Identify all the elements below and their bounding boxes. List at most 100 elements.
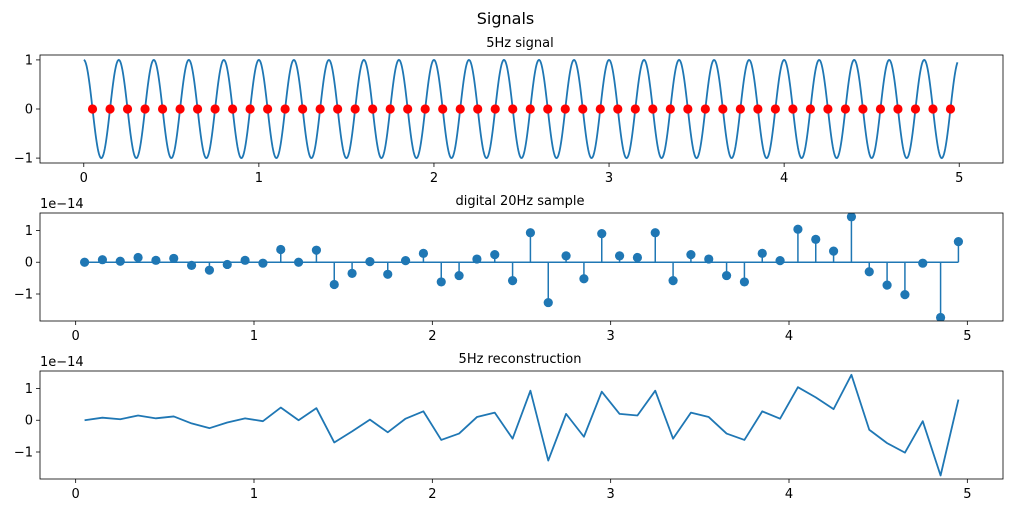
sample-point — [630, 104, 640, 114]
plot-area — [83, 58, 959, 160]
stem-marker — [686, 250, 696, 260]
stem-marker — [632, 252, 643, 263]
sample-point — [858, 104, 868, 114]
stem-marker — [650, 228, 660, 238]
stem-marker — [704, 254, 714, 264]
stem-marker — [365, 257, 375, 267]
stem-marker — [775, 256, 785, 266]
panel-digital-sample: digital 20Hz sample 1e−14 0 1 2 3 4 5 −1 0 1 — [14, 194, 1004, 344]
x-tick-label: 3 — [607, 487, 615, 502]
sample-point — [263, 104, 273, 114]
panel-5hz-signal: 5Hz signal 0 1 2 3 4 5 −1 0 1 — [14, 36, 1004, 186]
figure-suptitle: Signals — [477, 9, 534, 28]
stem-marker — [454, 270, 464, 281]
stem-marker — [329, 279, 339, 290]
sample-point — [455, 104, 465, 114]
sample-point — [770, 104, 780, 114]
stem-marker — [561, 251, 571, 261]
y-tick-label: 1 — [25, 382, 33, 397]
stem-marker — [97, 255, 108, 265]
stem-marker — [828, 246, 839, 256]
stem-marker — [721, 270, 732, 281]
sample-point — [823, 104, 833, 114]
reconstruction-line — [84, 373, 960, 477]
y-tick-label: 0 — [25, 256, 33, 271]
stem-marker — [935, 312, 946, 321]
x-tick-label: 4 — [785, 487, 793, 502]
sample-point — [788, 104, 798, 114]
stem-marker — [293, 257, 304, 267]
x-tick-label: 1 — [250, 329, 258, 344]
sample-point — [718, 104, 728, 114]
stem-marker — [311, 245, 322, 255]
sample-point — [368, 104, 378, 114]
x-tick-label: 0 — [80, 171, 88, 186]
stem-marker — [525, 228, 536, 238]
x-tick-label: 5 — [963, 329, 971, 344]
axes-frame — [39, 370, 1004, 480]
sample-point — [87, 104, 98, 114]
sample-point — [333, 104, 343, 114]
stem-marker — [418, 248, 429, 258]
y-tick-label: 0 — [25, 414, 33, 429]
sample-point — [613, 104, 623, 114]
sample-point — [490, 104, 500, 114]
y-tick-label: 1 — [25, 53, 33, 68]
x-tick-label: 5 — [963, 487, 971, 502]
stem-marker — [400, 256, 411, 266]
sample-point — [893, 104, 903, 114]
stem-marker — [186, 260, 197, 271]
y-tick-label: −1 — [14, 446, 33, 461]
stem-marker — [668, 276, 678, 286]
sample-point — [753, 104, 763, 114]
sample-point — [175, 104, 185, 114]
sample-point — [805, 104, 816, 114]
panel-reconstruction: 5Hz reconstruction 1e−14 0 1 2 3 4 5 −1 0 1 — [14, 352, 1004, 502]
sample-point — [560, 104, 570, 114]
x-tick-label: 2 — [428, 329, 436, 344]
sample-point — [122, 104, 133, 114]
x-tick-label: 2 — [428, 487, 436, 502]
sample-point — [735, 104, 745, 114]
x-tick-label: 4 — [785, 329, 793, 344]
sample-point — [105, 104, 115, 114]
stem-marker — [918, 258, 928, 268]
stem-marker — [258, 258, 268, 268]
sample-point — [438, 104, 448, 114]
y-tick-label: 0 — [25, 103, 33, 118]
sample-point — [298, 104, 308, 114]
stem-marker — [222, 259, 232, 270]
x-tick-label: 3 — [605, 171, 613, 186]
sample-point — [157, 104, 168, 114]
stem-marker — [543, 297, 553, 308]
x-tick-label: 3 — [607, 329, 615, 344]
x-tick-label: 1 — [255, 171, 263, 186]
x-tick-label: 4 — [780, 171, 788, 186]
stem-marker — [900, 290, 910, 300]
sample-point — [385, 104, 395, 114]
sample-point — [280, 104, 290, 114]
stem-marker — [793, 224, 803, 234]
panel-title: digital 20Hz sample — [455, 194, 584, 209]
sample-point — [700, 104, 710, 114]
x-tick-label: 2 — [430, 171, 438, 186]
offset-text: 1e−14 — [40, 197, 84, 212]
sample-point — [595, 104, 605, 114]
stem-marker — [347, 268, 357, 278]
panel-title: 5Hz signal — [486, 36, 553, 51]
stem-marker — [151, 255, 161, 265]
stem-marker — [276, 244, 286, 255]
sample-point — [928, 104, 938, 114]
sample-point — [683, 104, 693, 114]
y-tick-label: −1 — [14, 288, 33, 303]
stem-marker — [811, 234, 821, 244]
panel-title: 5Hz reconstruction — [459, 352, 582, 367]
plot-area — [79, 213, 964, 321]
sample-point — [473, 104, 483, 114]
sample-point — [648, 104, 658, 114]
stem-marker — [79, 257, 90, 267]
stem-marker — [507, 276, 518, 286]
signal-line — [83, 58, 959, 160]
sample-point — [543, 104, 553, 114]
